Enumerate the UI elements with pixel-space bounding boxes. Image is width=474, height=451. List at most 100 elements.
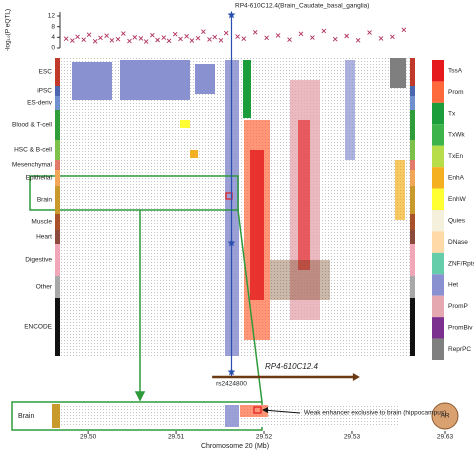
group-bar xyxy=(55,110,60,140)
group-bar xyxy=(410,58,415,86)
group-label: Heart xyxy=(36,234,52,241)
point xyxy=(75,34,80,40)
point xyxy=(189,38,195,43)
point xyxy=(86,32,92,37)
legend-label: TxWk xyxy=(448,132,465,139)
point xyxy=(109,37,115,43)
group-bar xyxy=(55,276,60,298)
legend-swatch xyxy=(432,338,444,360)
legend-label: PromBiv xyxy=(448,325,473,332)
y-axis-label: -log₁₀(P eQTL) xyxy=(5,9,12,51)
point xyxy=(143,39,149,44)
point xyxy=(378,36,384,41)
title: RP4-610C12.4(Brain_Caudate_basal_ganglia… xyxy=(235,3,369,10)
group-bar xyxy=(55,58,60,86)
x-tick-label: 29.51 xyxy=(168,434,185,441)
point xyxy=(355,37,361,43)
y-tick-label: 4 xyxy=(51,34,55,41)
point xyxy=(235,34,240,39)
y-tick-label: 12 xyxy=(48,13,56,20)
group-bar xyxy=(55,186,60,214)
gene-arrowhead xyxy=(352,373,360,381)
legend-swatch xyxy=(432,274,444,296)
group-label: ESC xyxy=(39,69,53,76)
point xyxy=(287,37,292,43)
group-label: Mesenchymal xyxy=(12,162,53,169)
legend-label: Prom xyxy=(448,89,464,96)
point xyxy=(166,38,172,44)
legend-label: Quies xyxy=(448,217,466,224)
group-label: Brain xyxy=(37,197,53,204)
point xyxy=(332,36,338,42)
point xyxy=(172,31,178,37)
legend-label: EnhW xyxy=(448,196,467,203)
group-bar xyxy=(410,170,415,186)
y-tick-label: 0 xyxy=(51,45,55,52)
legend-swatch xyxy=(432,231,444,253)
point xyxy=(223,30,229,36)
point xyxy=(218,37,224,43)
point xyxy=(252,29,258,35)
point xyxy=(212,34,218,40)
group-bar xyxy=(410,96,415,110)
group-bar xyxy=(410,186,415,214)
point xyxy=(104,33,109,39)
group-bar xyxy=(55,96,60,110)
legend-swatch xyxy=(432,124,444,146)
group-bar xyxy=(410,214,415,230)
point xyxy=(155,37,160,43)
legend-swatch xyxy=(432,167,444,189)
group-bar xyxy=(55,244,60,276)
point xyxy=(138,36,144,41)
x-tick-label: 29.50 xyxy=(80,434,97,441)
legend-label: Het xyxy=(448,282,458,289)
inset-label: Brain xyxy=(18,413,34,420)
legend-swatch xyxy=(432,252,444,275)
legend-label: Tx xyxy=(448,110,456,117)
point xyxy=(264,35,269,41)
point xyxy=(150,32,155,38)
point xyxy=(161,35,167,40)
point xyxy=(63,36,69,41)
point xyxy=(310,35,315,40)
legend-label: TssA xyxy=(448,67,463,74)
legend-label: ZNF/Rpts xyxy=(448,260,474,267)
point xyxy=(132,35,138,40)
group-label: ENCODE xyxy=(24,324,52,331)
group-bar xyxy=(410,276,415,298)
inset-heatmap xyxy=(52,402,459,430)
point xyxy=(367,30,372,35)
legend-swatch xyxy=(432,188,444,210)
group-bar xyxy=(55,160,60,170)
group-bar xyxy=(410,298,415,356)
group-bar xyxy=(410,160,415,170)
legend-swatch xyxy=(432,81,444,103)
group-bar xyxy=(410,140,415,160)
point xyxy=(81,37,87,43)
legend-swatch xyxy=(432,60,444,82)
point xyxy=(178,36,183,42)
point xyxy=(201,29,206,35)
group-bar xyxy=(55,170,60,186)
point xyxy=(275,33,281,38)
legend-label: DNase xyxy=(448,239,468,246)
legend-label: ReprPC xyxy=(448,346,471,353)
group-bar xyxy=(55,230,60,244)
group-label: Epithelial xyxy=(26,175,53,182)
x-tick-label: 29.52 xyxy=(256,434,273,441)
group-label: ES-deriv xyxy=(27,100,53,107)
point xyxy=(321,28,327,34)
group-bar xyxy=(410,230,415,244)
group-bar xyxy=(55,140,60,160)
legend-swatch xyxy=(432,102,444,125)
point xyxy=(241,36,247,41)
legend-label: TxEn xyxy=(448,153,464,160)
snp-label: rs2424800 xyxy=(216,381,247,388)
group-bar xyxy=(55,298,60,356)
y-tick-label: 8 xyxy=(51,23,55,30)
group-label: HSC & B-cell xyxy=(14,147,52,154)
point xyxy=(115,36,121,42)
group-bar xyxy=(55,86,60,96)
legend-label: EnhA xyxy=(448,175,465,182)
